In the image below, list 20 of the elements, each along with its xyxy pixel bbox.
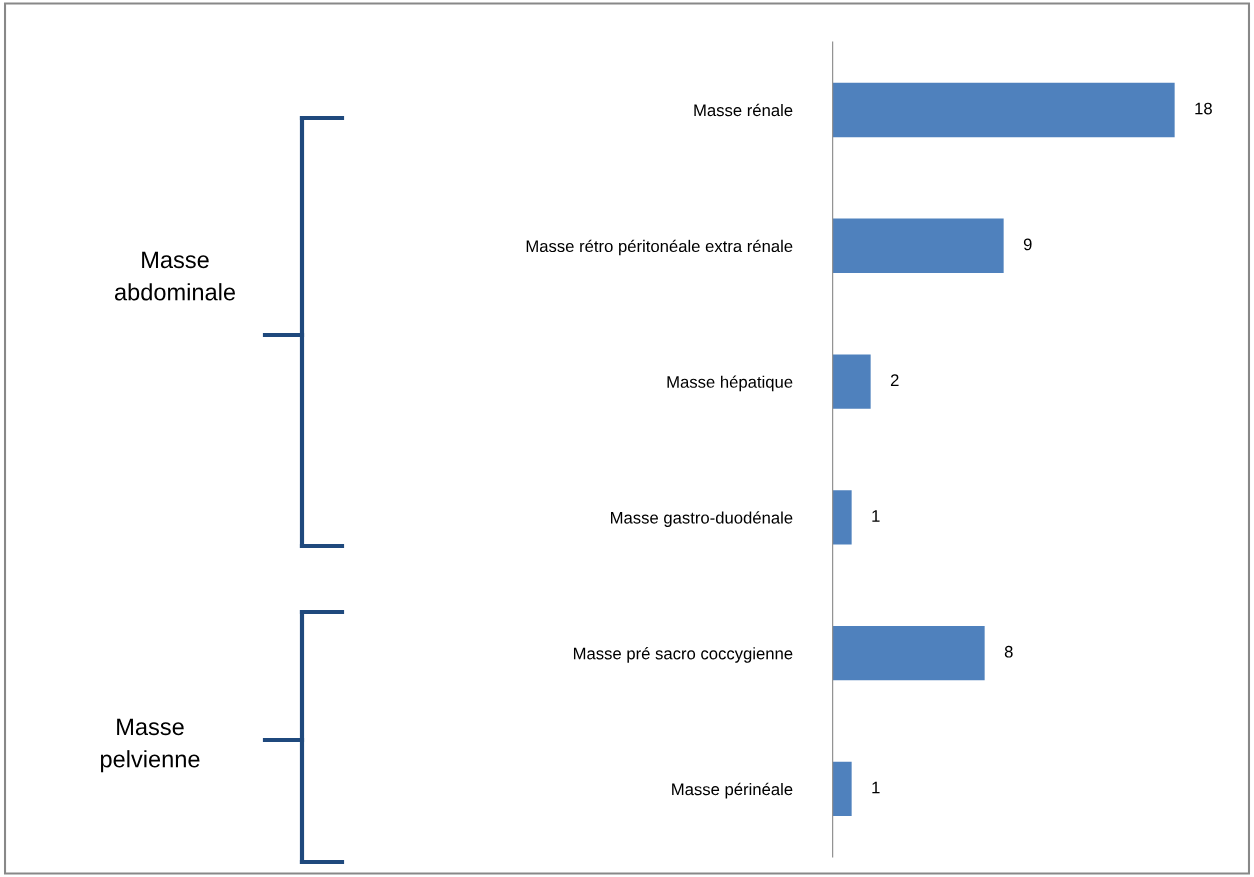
bar (832, 625, 985, 681)
bar (832, 761, 852, 817)
data-label: 8 (1004, 645, 1013, 658)
bar (832, 354, 871, 409)
data-label: 1 (872, 510, 880, 522)
text: Masse abdominale (114, 251, 235, 301)
y-tick-label: Masse hépatique (667, 375, 793, 392)
y-tick-label: Masse rénale (694, 103, 793, 117)
bar (832, 218, 1004, 273)
y-tick-label: Masse périnéale (672, 782, 793, 799)
data-label: 18 (1195, 102, 1212, 115)
y-tick-label: Masse pré sacro coccygienne (573, 647, 793, 663)
y-tick-label: Masse gastro-duodénale (611, 511, 793, 527)
data-label: 1 (872, 781, 880, 794)
y-tick-label: Masse rétro péritonéale extra rénale (526, 239, 793, 256)
bar (832, 490, 852, 545)
bar (832, 82, 1175, 138)
text: Masse pelvienne (100, 718, 200, 773)
data-label: 2 (890, 374, 899, 386)
data-label: 9 (1023, 238, 1032, 251)
